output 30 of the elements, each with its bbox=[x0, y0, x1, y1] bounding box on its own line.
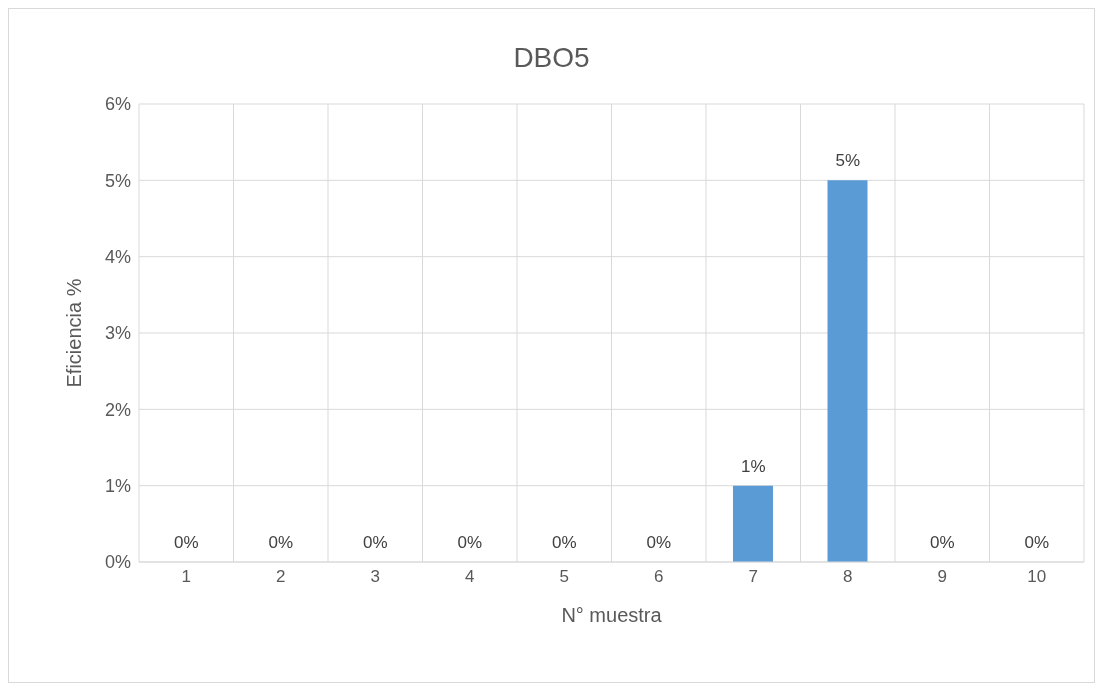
y-tick-label: 0% bbox=[104, 552, 131, 573]
y-tick-label: 2% bbox=[104, 399, 131, 420]
x-tick-label: 3 bbox=[370, 567, 380, 587]
x-tick-label: 5 bbox=[559, 567, 569, 587]
y-tick-label: 1% bbox=[104, 476, 131, 497]
y-tick-label: 5% bbox=[104, 170, 131, 191]
data-label: 0% bbox=[173, 533, 199, 552]
x-axis-title: N° muestra bbox=[561, 604, 663, 626]
data-label: 0% bbox=[551, 533, 577, 552]
data-label: 0% bbox=[1024, 533, 1050, 552]
data-label: 0% bbox=[929, 533, 955, 552]
data-label: 5% bbox=[835, 151, 861, 171]
x-tick-label: 4 bbox=[465, 567, 475, 587]
x-tick-label: 10 bbox=[1027, 567, 1047, 587]
y-tick-label: 4% bbox=[104, 247, 131, 268]
x-tick-label: 2 bbox=[276, 567, 286, 587]
x-tick-label: 6 bbox=[654, 567, 664, 587]
data-label: 0% bbox=[268, 533, 294, 552]
x-tick-label: 7 bbox=[748, 567, 758, 587]
x-tick-label: 8 bbox=[843, 567, 853, 587]
data-label: 1% bbox=[740, 456, 766, 476]
x-tick-label: 1 bbox=[181, 567, 191, 587]
y-tick-label: 6% bbox=[104, 94, 131, 115]
x-tick-label: 9 bbox=[937, 567, 947, 587]
data-label: 0% bbox=[362, 533, 388, 552]
data-label: 0% bbox=[457, 533, 483, 552]
y-tick-label: 3% bbox=[104, 323, 131, 344]
data-label: 0% bbox=[646, 533, 672, 552]
y-axis-title: Eficiencia % bbox=[63, 278, 86, 388]
chart-title: DBO5 bbox=[513, 42, 590, 73]
